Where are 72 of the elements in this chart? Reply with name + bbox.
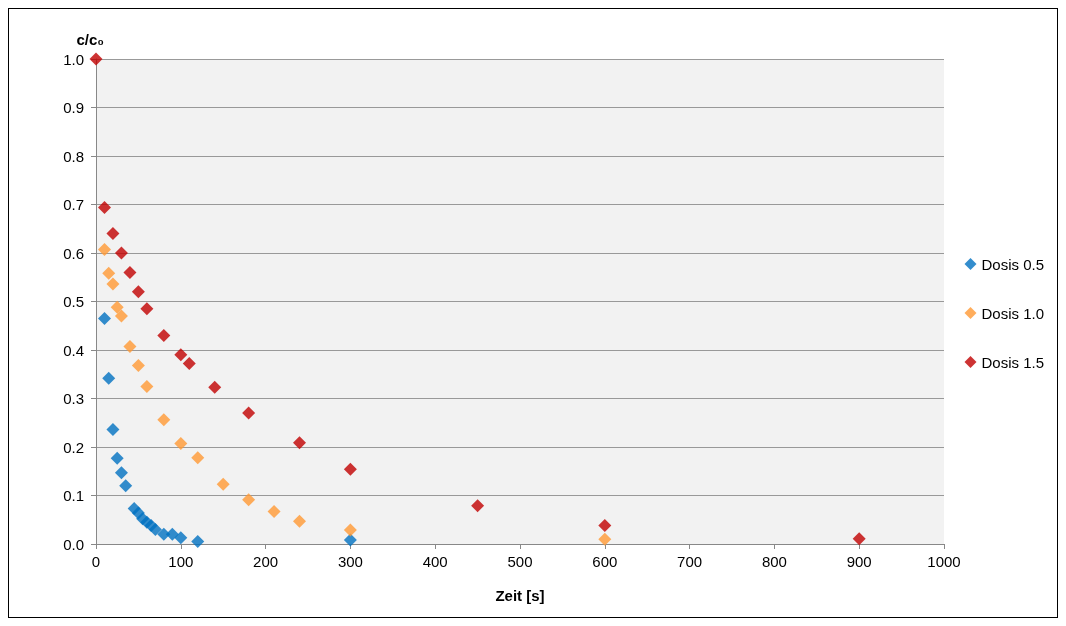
point: [131, 285, 145, 299]
y-tick-label: 0.2: [63, 438, 84, 456]
point: [102, 266, 116, 280]
point: [106, 277, 120, 291]
point: [97, 311, 111, 325]
point: [106, 227, 120, 241]
x-tick-label: 800: [761, 553, 787, 570]
point: [97, 200, 111, 214]
point: [343, 523, 357, 537]
point: [114, 246, 128, 260]
x-tick-label: 1000: [927, 553, 961, 570]
point: [471, 499, 485, 513]
point: [598, 532, 612, 546]
point: [191, 451, 205, 465]
point: [208, 380, 222, 394]
point: [174, 348, 188, 362]
point: [191, 535, 205, 549]
point: [182, 357, 196, 371]
y-tick-label: 0.9: [63, 99, 84, 116]
point: [293, 436, 307, 450]
point: [89, 52, 103, 66]
point: [110, 451, 124, 465]
legend-label: Dosis 0.5: [981, 255, 1044, 273]
point: [242, 406, 256, 420]
legend-label: Dosis 1.0: [981, 304, 1044, 322]
point: [140, 302, 154, 316]
x-tick-label: 600: [592, 553, 618, 570]
y-axis-title: c/c₀: [76, 31, 104, 48]
point: [110, 300, 124, 314]
x-tick-label: 300: [337, 553, 363, 570]
point: [131, 359, 145, 373]
point: [343, 533, 357, 547]
y-tick-label: 0.4: [63, 341, 84, 359]
x-tick-label: 700: [677, 553, 703, 570]
point: [216, 477, 230, 491]
x-tick-label: 100: [168, 553, 194, 570]
point: [123, 340, 137, 354]
point: [97, 243, 111, 257]
point: [148, 522, 162, 536]
y-tick-label: 0.6: [63, 244, 84, 262]
x-tick-label: 500: [507, 553, 533, 570]
y-tick-label: 0.0: [63, 535, 84, 553]
point: [157, 328, 171, 342]
point: [165, 527, 179, 541]
point: [242, 493, 256, 507]
x-tick-label: 400: [422, 553, 448, 570]
x-tick-label: 200: [253, 553, 279, 570]
point: [102, 371, 116, 385]
y-tick-label: 0.3: [63, 390, 84, 407]
point: [343, 462, 357, 476]
point: [123, 265, 137, 279]
point: [119, 479, 133, 493]
point: [114, 466, 128, 480]
point: [852, 532, 866, 546]
point: [598, 519, 612, 533]
x-axis-title: Zeit [s]: [495, 587, 545, 604]
point: [157, 413, 171, 427]
y-tick-label: 0.1: [63, 487, 84, 504]
y-tick-label: 0.5: [63, 293, 84, 310]
y-tick-label: 1.0: [63, 50, 84, 68]
x-tick-label: 900: [846, 553, 872, 570]
point: [174, 531, 188, 545]
point: [293, 514, 307, 528]
point: [174, 437, 188, 451]
y-tick-label: 0.8: [63, 147, 84, 165]
x-tick-label: 0: [91, 553, 101, 570]
y-tick-label: 0.7: [63, 196, 84, 213]
point: [267, 505, 281, 519]
point: [140, 379, 154, 393]
point: [106, 423, 120, 437]
point: [114, 309, 128, 323]
legend-label: Dosis 1.5: [981, 353, 1044, 371]
